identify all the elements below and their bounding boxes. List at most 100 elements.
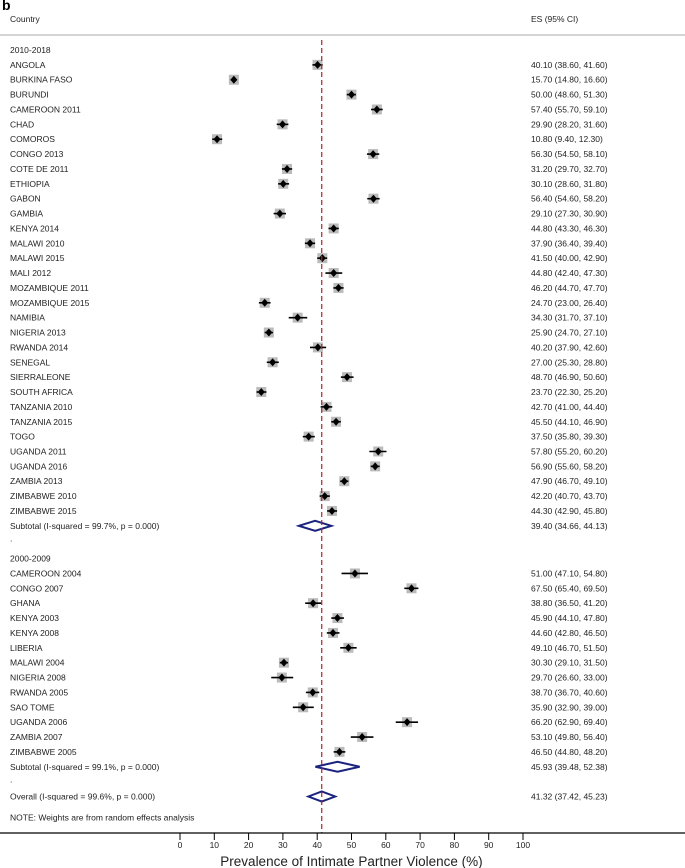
- study-es-ci: 56.90 (55.60, 58.20): [531, 461, 608, 471]
- study-es-ci: 57.80 (55.20, 60.20): [531, 446, 608, 456]
- study-es-ci: 24.70 (23.00, 26.40): [531, 298, 608, 308]
- study-label: COMOROS: [10, 134, 55, 144]
- study-es-ci: 27.00 (25.30, 28.80): [531, 357, 608, 367]
- study-label: GABON: [10, 194, 41, 204]
- subtotal-label: Subtotal (I-squared = 99.1%, p = 0.000): [10, 762, 159, 772]
- x-tick-label: 40: [312, 840, 322, 850]
- study-label: BURUNDI: [10, 90, 49, 100]
- study-label: SENEGAL: [10, 357, 50, 367]
- study-es-ci: 46.50 (44.80, 48.20): [531, 747, 608, 757]
- x-axis-title: Prevalence of Intimate Partner Violence …: [220, 854, 482, 868]
- point-estimate: [279, 120, 287, 129]
- study-es-ci: 42.20 (40.70, 43.70): [531, 491, 608, 501]
- x-tick-label: 60: [381, 840, 391, 850]
- study-es-ci: 46.20 (44.70, 47.70): [531, 283, 608, 293]
- study-label: CAMEROON 2011: [10, 104, 81, 114]
- study-es-ci: 44.60 (42.80, 46.50): [531, 628, 608, 638]
- point-estimate: [330, 269, 338, 278]
- overall-label: Overall (I-squared = 99.6%, p = 0.000): [10, 792, 155, 802]
- study-es-ci: 41.50 (40.00, 42.90): [531, 253, 608, 263]
- subtotal-es-ci: 39.40 (34.66, 44.13): [531, 521, 608, 531]
- study-es-ci: 66.20 (62.90, 69.40): [531, 717, 608, 727]
- study-es-ci: 30.10 (28.60, 31.80): [531, 179, 608, 189]
- point-estimate: [276, 209, 284, 218]
- point-estimate: [318, 254, 326, 263]
- study-es-ci: 45.50 (44.10, 46.90): [531, 417, 608, 427]
- point-estimate: [306, 239, 314, 248]
- header-es: ES (95% CI): [531, 14, 578, 24]
- point-estimate: [348, 90, 355, 99]
- study-label: ETHIOPIA: [10, 179, 50, 189]
- group-heading: 2010-2018: [10, 45, 51, 55]
- point-estimate: [329, 628, 337, 637]
- study-label: ANGOLA: [10, 60, 46, 70]
- study-label: SAO TOME: [10, 702, 55, 712]
- x-tick-label: 70: [415, 840, 425, 850]
- study-es-ci: 42.70 (41.00, 44.40): [531, 402, 608, 412]
- study-es-ci: 29.90 (28.20, 31.60): [531, 119, 608, 129]
- x-tick-label: 10: [210, 840, 220, 850]
- point-estimate: [314, 60, 322, 69]
- point-estimate: [344, 643, 352, 652]
- study-label: KENYA 2008: [10, 628, 59, 638]
- study-es-ci: 56.40 (54.60, 58.20): [531, 194, 608, 204]
- point-estimate: [283, 164, 291, 173]
- point-estimate: [351, 569, 359, 578]
- spacer-dot: .: [10, 534, 12, 544]
- x-tick-label: 20: [244, 840, 254, 850]
- point-estimate: [309, 599, 317, 608]
- point-estimate: [294, 313, 302, 322]
- study-label: CONGO 2013: [10, 149, 64, 159]
- panel-label: b: [2, 0, 11, 13]
- point-estimate: [371, 462, 379, 471]
- study-label: KENYA 2003: [10, 613, 59, 623]
- point-estimate: [278, 673, 286, 682]
- study-es-ci: 25.90 (24.70, 27.10): [531, 328, 608, 338]
- x-tick-label: 80: [450, 840, 460, 850]
- study-label: KENYA 2014: [10, 223, 59, 233]
- x-tick-label: 30: [278, 840, 288, 850]
- point-estimate: [305, 432, 313, 441]
- study-es-ci: 40.20 (37.90, 42.60): [531, 342, 608, 352]
- study-label: COTE DE 2011: [10, 164, 69, 174]
- point-estimate: [343, 373, 351, 382]
- study-label: ZIMBABWE 2005: [10, 747, 77, 757]
- study-es-ci: 57.40 (55.70, 59.10): [531, 104, 608, 114]
- x-tick-label: 100: [516, 840, 530, 850]
- spacer-dot: .: [10, 775, 12, 785]
- study-es-ci: 30.30 (29.10, 31.50): [531, 658, 608, 668]
- point-estimate: [330, 224, 338, 233]
- study-label: TANZANIA 2015: [10, 417, 72, 427]
- study-es-ci: 15.70 (14.80, 16.60): [531, 75, 608, 85]
- point-estimate: [335, 747, 343, 756]
- study-label: MALAWI 2010: [10, 238, 65, 248]
- point-estimate: [280, 658, 288, 667]
- point-estimate: [279, 179, 287, 188]
- study-label: ZIMBABWE 2015: [10, 506, 77, 516]
- point-estimate: [333, 614, 341, 623]
- point-estimate: [299, 703, 307, 712]
- study-label: GHANA: [10, 598, 41, 608]
- study-label: LIBERIA: [10, 643, 43, 653]
- point-estimate: [334, 283, 342, 292]
- study-es-ci: 10.80 (9.40, 12.30): [531, 134, 603, 144]
- study-label: MALI 2012: [10, 268, 51, 278]
- study-es-ci: 56.30 (54.50, 58.10): [531, 149, 608, 159]
- subtotal-es-ci: 45.93 (39.48, 52.38): [531, 762, 608, 772]
- study-es-ci: 50.00 (48.60, 51.30): [531, 90, 608, 100]
- study-label: SOUTH AFRICA: [10, 387, 73, 397]
- point-estimate: [340, 477, 348, 486]
- study-es-ci: 29.10 (27.30, 30.90): [531, 209, 608, 219]
- point-estimate: [322, 402, 330, 411]
- study-es-ci: 23.70 (22.30, 25.20): [531, 387, 608, 397]
- study-es-ci: 44.30 (42.90, 45.80): [531, 506, 608, 516]
- study-label: MOZAMBIQUE 2015: [10, 298, 90, 308]
- point-estimate: [265, 328, 273, 337]
- study-es-ci: 45.90 (44.10, 47.80): [531, 613, 608, 623]
- point-estimate: [408, 584, 416, 593]
- study-es-ci: 51.00 (47.10, 54.80): [531, 568, 608, 578]
- study-label: NIGERIA 2013: [10, 328, 66, 338]
- study-es-ci: 31.20 (29.70, 32.70): [531, 164, 608, 174]
- study-es-ci: 48.70 (46.90, 50.60): [531, 372, 608, 382]
